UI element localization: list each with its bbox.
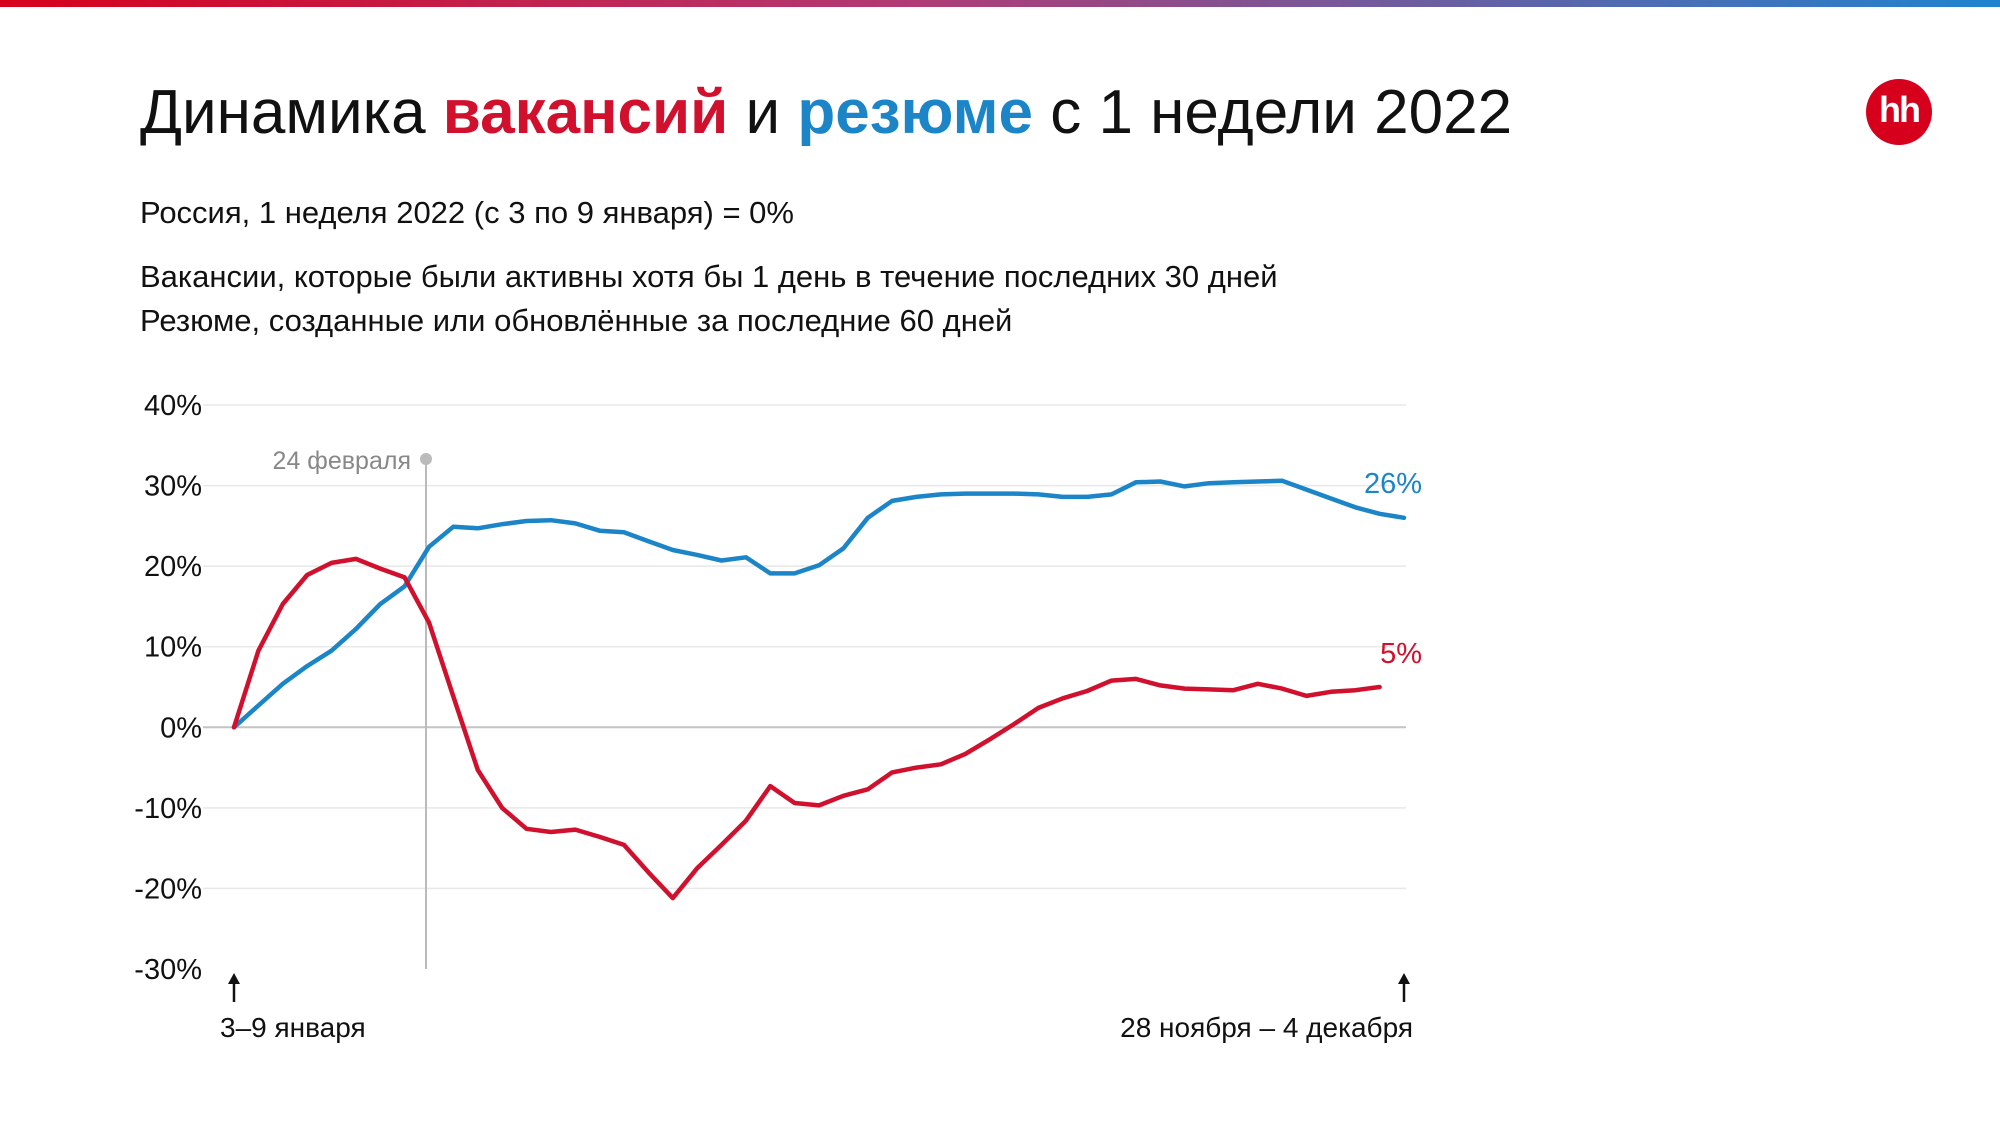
series-line-vacancies [231,556,1382,901]
title-resumes-word: резюме [797,78,1033,147]
title-part: и [728,78,798,147]
subtitle: Россия, 1 неделя 2022 (с 3 по 9 января) … [140,195,794,230]
y-tick-label: 0% [160,712,202,744]
top-gradient-bar [0,0,2000,7]
series-end-label-resumes: 26% [1364,468,1422,500]
y-tick-label: 40% [144,390,202,422]
title-part: Динамика [140,78,443,147]
note-resumes: Резюме, созданные или обновлённые за пос… [140,303,1013,338]
series-end-label-vacancies: 5% [1380,638,1422,670]
x-end-label: 28 ноября – 4 декабря [1120,1012,1413,1043]
title-vacancies-word: вакансий [442,78,729,147]
series-line-resumes [231,478,1407,730]
y-tick-label: 10% [144,632,202,664]
logo-text: hh [1879,89,1921,130]
x-end-arrow-head [1398,973,1410,984]
y-tick-label: -10% [134,793,202,825]
title-part: с 1 недели 2022 [1033,78,1513,147]
hh-logo: hh [1866,79,1932,145]
event-marker-dot [420,453,432,465]
page-title: Динамика вакансий и резюме с 1 недели 20… [140,76,1512,150]
x-start-arrow-head [228,973,240,984]
notes: Вакансии, которые были активны хотя бы 1… [140,255,1278,343]
note-vacancies: Вакансии, которые были активны хотя бы 1… [140,259,1278,294]
y-tick-label: 20% [144,551,202,583]
x-start-label: 3–9 января [220,1012,366,1043]
event-marker-label: 24 февраля [273,447,411,475]
y-tick-label: -20% [134,873,202,905]
y-tick-label: -30% [134,954,202,986]
y-tick-label: 30% [144,471,202,503]
